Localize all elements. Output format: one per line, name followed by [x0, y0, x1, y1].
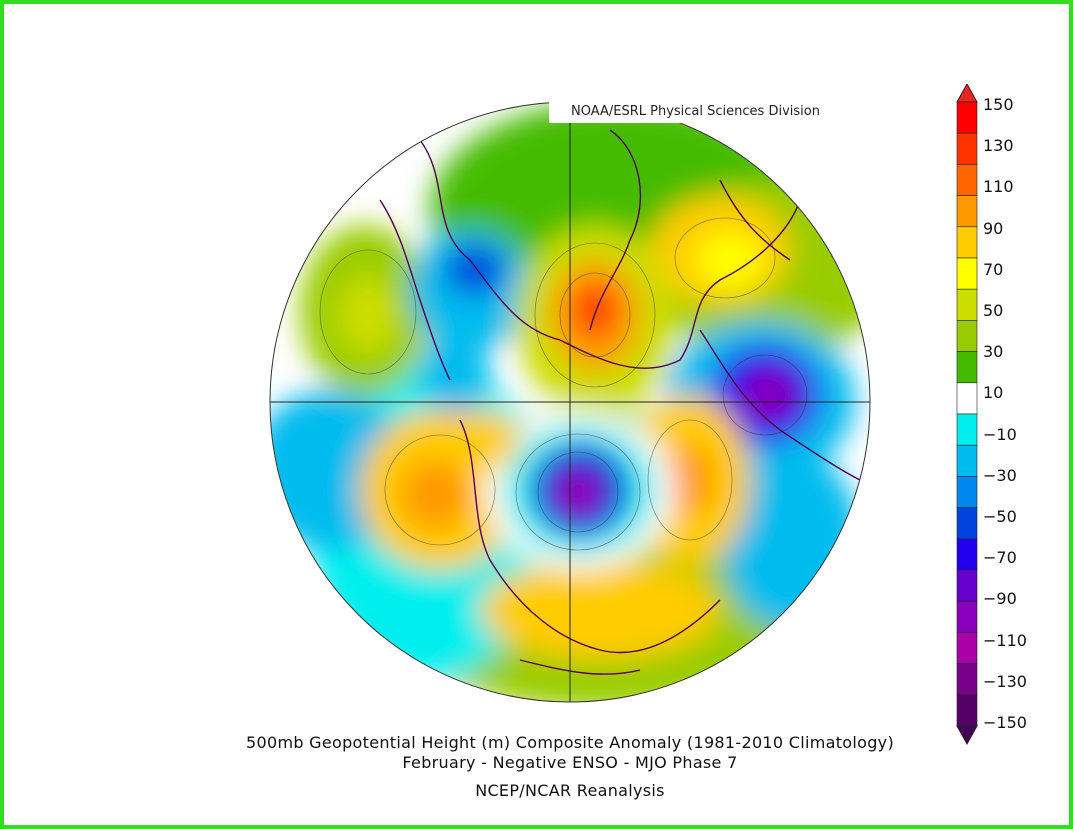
colorbar-cell — [956, 413, 978, 446]
colorbar-tick-label: 110 — [983, 177, 1014, 197]
caption-source: NCEP/NCAR Reanalysis — [475, 781, 665, 800]
colorbar-cell — [956, 382, 978, 415]
colorbar-tick-label: −110 — [983, 630, 1027, 650]
colorbar-cell — [956, 694, 978, 727]
colorbar-cell — [956, 132, 978, 165]
colorbar-tick-label: 50 — [983, 301, 1004, 320]
colorbar-cell — [956, 444, 978, 477]
colorbar-cell — [956, 195, 978, 228]
colorbar-cell — [956, 507, 978, 540]
colorbar — [956, 84, 978, 746]
colorbar-tick-label: 70 — [983, 259, 1004, 279]
credit-label: NOAA/ESRL Physical Sciences Division — [549, 101, 871, 123]
colorbar-tick-label: −70 — [983, 548, 1017, 568]
colorbar-tick-label: −50 — [983, 507, 1017, 526]
colorbar-cell — [956, 288, 978, 321]
colorbar-tick-label: 90 — [983, 218, 1004, 238]
colorbar-cell — [956, 226, 978, 259]
caption-title: 500mb Geopotential Height (m) Composite … — [246, 733, 894, 752]
map-disc — [270, 102, 870, 702]
colorbar-tick-label: −30 — [983, 465, 1017, 485]
colorbar-tick-label: −150 — [983, 713, 1027, 732]
colorbar-tick-label: −10 — [983, 424, 1017, 444]
colorbar-cell — [956, 538, 978, 571]
colorbar-cell — [956, 663, 978, 696]
colorbar-cell — [956, 101, 978, 134]
colorbar-cell — [956, 476, 978, 508]
colorbar-tick-label: 30 — [983, 342, 1004, 362]
colorbar-cell — [956, 569, 978, 602]
colorbar-bottom-arrow — [956, 725, 978, 746]
colorbar-cell — [956, 320, 978, 352]
colorbar-cell — [956, 351, 978, 384]
colorbar-cell — [956, 164, 978, 196]
colorbar-tick-label: 130 — [983, 136, 1014, 156]
colorbar-cell — [956, 600, 978, 633]
colorbar-top-arrow — [956, 84, 978, 103]
colorbar-tick-label: 150 — [983, 95, 1014, 114]
colorbar-cell — [956, 257, 978, 290]
caption-subtitle: February - Negative ENSO - MJO Phase 7 — [402, 753, 738, 772]
colorbar-tick-label: 10 — [983, 383, 1004, 403]
colorbar-tick-label: −90 — [983, 589, 1017, 609]
colorbar-tick-label: −130 — [983, 671, 1027, 691]
colorbar-cell — [956, 632, 978, 664]
